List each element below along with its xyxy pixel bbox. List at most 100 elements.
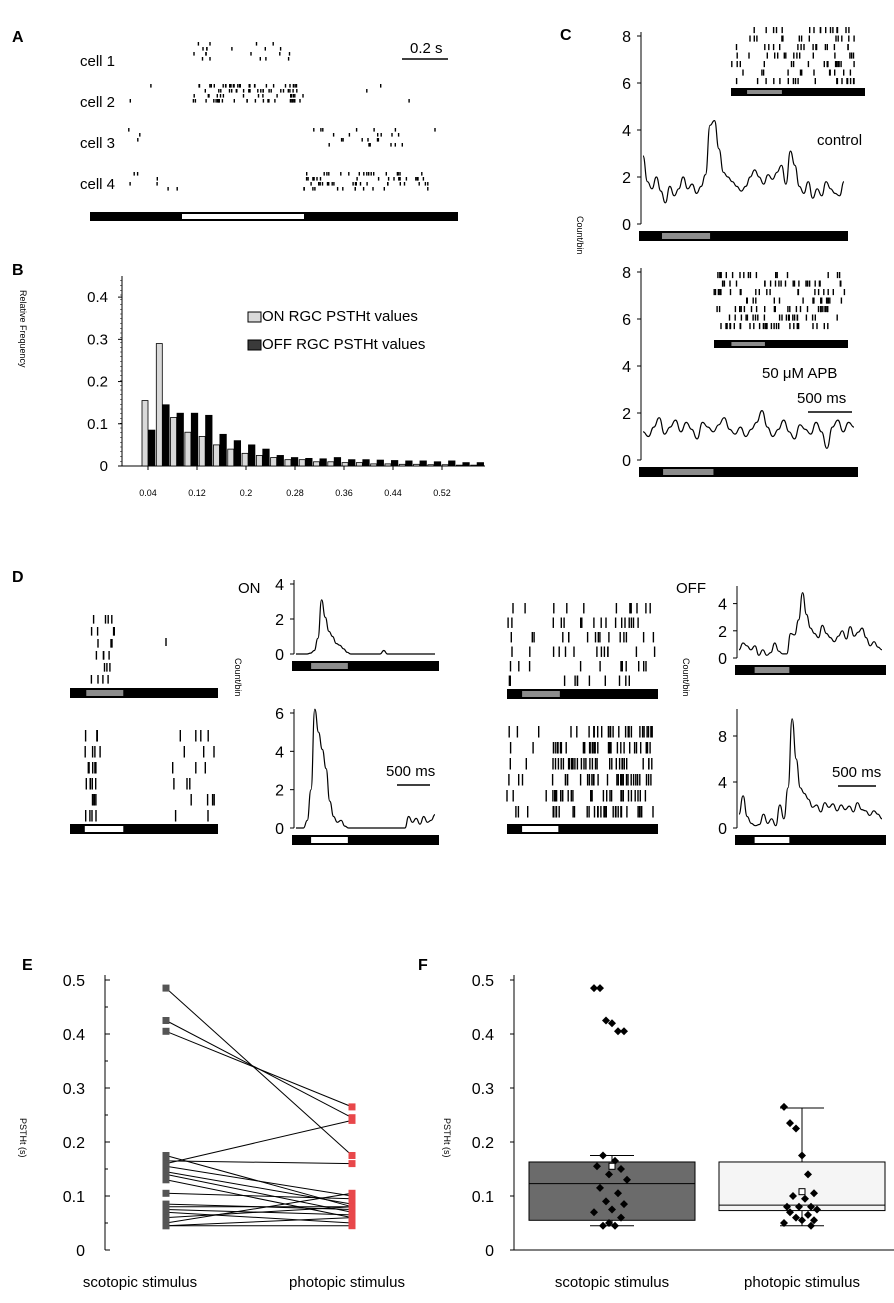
chartC1-ytick-label: 8 <box>622 29 631 46</box>
cell-1-label: cell 1 <box>80 53 115 70</box>
f-point <box>798 1216 806 1225</box>
e-point-photopic <box>348 1152 356 1159</box>
d-on-title: ON <box>238 580 261 597</box>
c-control-chart: 0 2 4 6 8 <box>622 29 848 241</box>
f-point <box>801 1194 809 1203</box>
b-ytick-label: 0.3 <box>87 331 108 348</box>
b-bar-off <box>205 414 213 467</box>
f-point <box>605 1170 613 1179</box>
e-pair-line <box>165 1030 353 1108</box>
b-bar-off <box>433 461 442 467</box>
e-pair-line <box>165 1165 353 1197</box>
a-scale-label: 0.2 s <box>410 40 443 57</box>
e-ytick-label: 0.1 <box>63 1189 85 1206</box>
e-pair-line <box>165 1211 353 1224</box>
e-point-photopic <box>348 1116 356 1124</box>
b-bar-on <box>198 436 206 467</box>
f-point <box>596 984 604 993</box>
f-point <box>602 1016 610 1025</box>
chartD2-trace <box>295 708 436 829</box>
panel-a: cell 1 cell 2 cell 3 cell 4 0.2 s <box>80 40 458 221</box>
d-on-photopic-chart: 0 2 4 6 <box>275 706 439 845</box>
e-point-photopic <box>348 1160 356 1168</box>
b-bar-on <box>170 417 177 467</box>
c-apb-raster-stimulus-base <box>714 340 848 348</box>
chartD4-stimulus-base <box>735 835 886 845</box>
f-ytick-label: 0.1 <box>472 1189 494 1206</box>
chartC1-ytick-label: 6 <box>622 76 631 93</box>
f-point <box>602 1197 610 1206</box>
f-point <box>792 1124 800 1133</box>
e-point-scotopic <box>162 1176 170 1184</box>
chartC1-ytick-label: 0 <box>622 217 631 234</box>
e-point-scotopic <box>162 1170 170 1178</box>
f-point <box>807 1221 815 1230</box>
b-xtick-label: 0.12 <box>188 488 206 498</box>
e-point-photopic <box>348 1222 356 1230</box>
e-ytick-label: 0.4 <box>63 1027 85 1044</box>
e-point-scotopic <box>162 984 170 992</box>
a-rasters <box>128 42 436 191</box>
e-pair-line <box>165 1160 353 1165</box>
b-bar-off <box>148 429 156 467</box>
chartD1-ytick-label: 0 <box>275 647 284 664</box>
b-xtick-label: 0.52 <box>433 488 451 498</box>
b-bar-on <box>413 463 420 467</box>
e-pair-line <box>165 1206 353 1219</box>
b-xtick-label: 0.36 <box>335 488 353 498</box>
b-ytick-label: 0 <box>100 458 108 475</box>
chartD4-trace <box>738 718 883 827</box>
b-bar-off <box>362 459 370 467</box>
d-off-ylabel: Count/bin <box>681 658 691 697</box>
e-ytick-label: 0.5 <box>63 973 85 990</box>
chartD2-ytick-label: 2 <box>275 783 284 800</box>
d-off-phot-stimulus-stim <box>522 826 559 832</box>
f-point <box>786 1119 794 1128</box>
chartC1-ytick-label: 4 <box>622 123 631 140</box>
d-on-phot-stimulus-base <box>70 824 218 834</box>
b-bar-off <box>376 459 384 467</box>
e-pair-line <box>165 1217 353 1227</box>
b-bar-on <box>227 448 235 467</box>
chartD1-stimulus-stim <box>311 663 348 669</box>
d-off-photopic-chart: 0 4 8 <box>718 709 886 845</box>
f-point <box>792 1213 800 1222</box>
chartC1-trace <box>642 119 845 204</box>
b-bar-off <box>405 460 413 467</box>
cell-3-label: cell 3 <box>80 135 115 152</box>
chartC2-ytick-label: 2 <box>622 406 631 423</box>
b-bar-off <box>276 455 284 467</box>
f-point <box>780 1219 788 1227</box>
b-bar-off <box>233 440 242 467</box>
e-point-photopic <box>348 1203 356 1211</box>
chartD2-ytick-label: 0 <box>275 821 284 838</box>
b-legend-off-swatch <box>247 339 262 351</box>
chartD1-ytick-label: 2 <box>275 612 284 629</box>
b-bar-on <box>456 464 463 467</box>
b-bar-off <box>162 404 170 467</box>
b-bar-off <box>219 433 227 467</box>
f-point <box>804 1210 812 1219</box>
e-ytick-label: 0 <box>76 1243 85 1260</box>
c-control-label: control <box>817 132 862 149</box>
panel-label-b: B <box>12 262 24 279</box>
e-ytick-label: 0.3 <box>63 1081 85 1098</box>
f-point <box>608 1205 616 1214</box>
b-bar-off <box>448 460 456 467</box>
b-ytick-label: 0.2 <box>87 374 108 391</box>
b-legend-off: OFF RGC PSTHt values <box>262 336 425 353</box>
c-scale-label: 500 ms <box>797 390 846 407</box>
b-bar-off <box>319 458 327 467</box>
d-on-scot-stimulus-stim <box>86 690 124 696</box>
e-point-scotopic <box>162 1162 170 1170</box>
f-point <box>599 1151 607 1160</box>
d-on-scotopic-chart: 0 2 4 <box>275 577 439 671</box>
e-point-scotopic <box>162 1152 170 1159</box>
f-point <box>783 1202 791 1211</box>
panel-label-e: E <box>22 957 33 974</box>
chartD2-ytick-label: 4 <box>275 744 284 761</box>
b-bar-off <box>305 457 313 467</box>
f-xcat-photopic: photopic stimulus <box>744 1274 860 1291</box>
chartD3-stimulus-stim <box>754 667 790 673</box>
d-off-scotopic-chart: 0 2 4 <box>718 586 886 675</box>
